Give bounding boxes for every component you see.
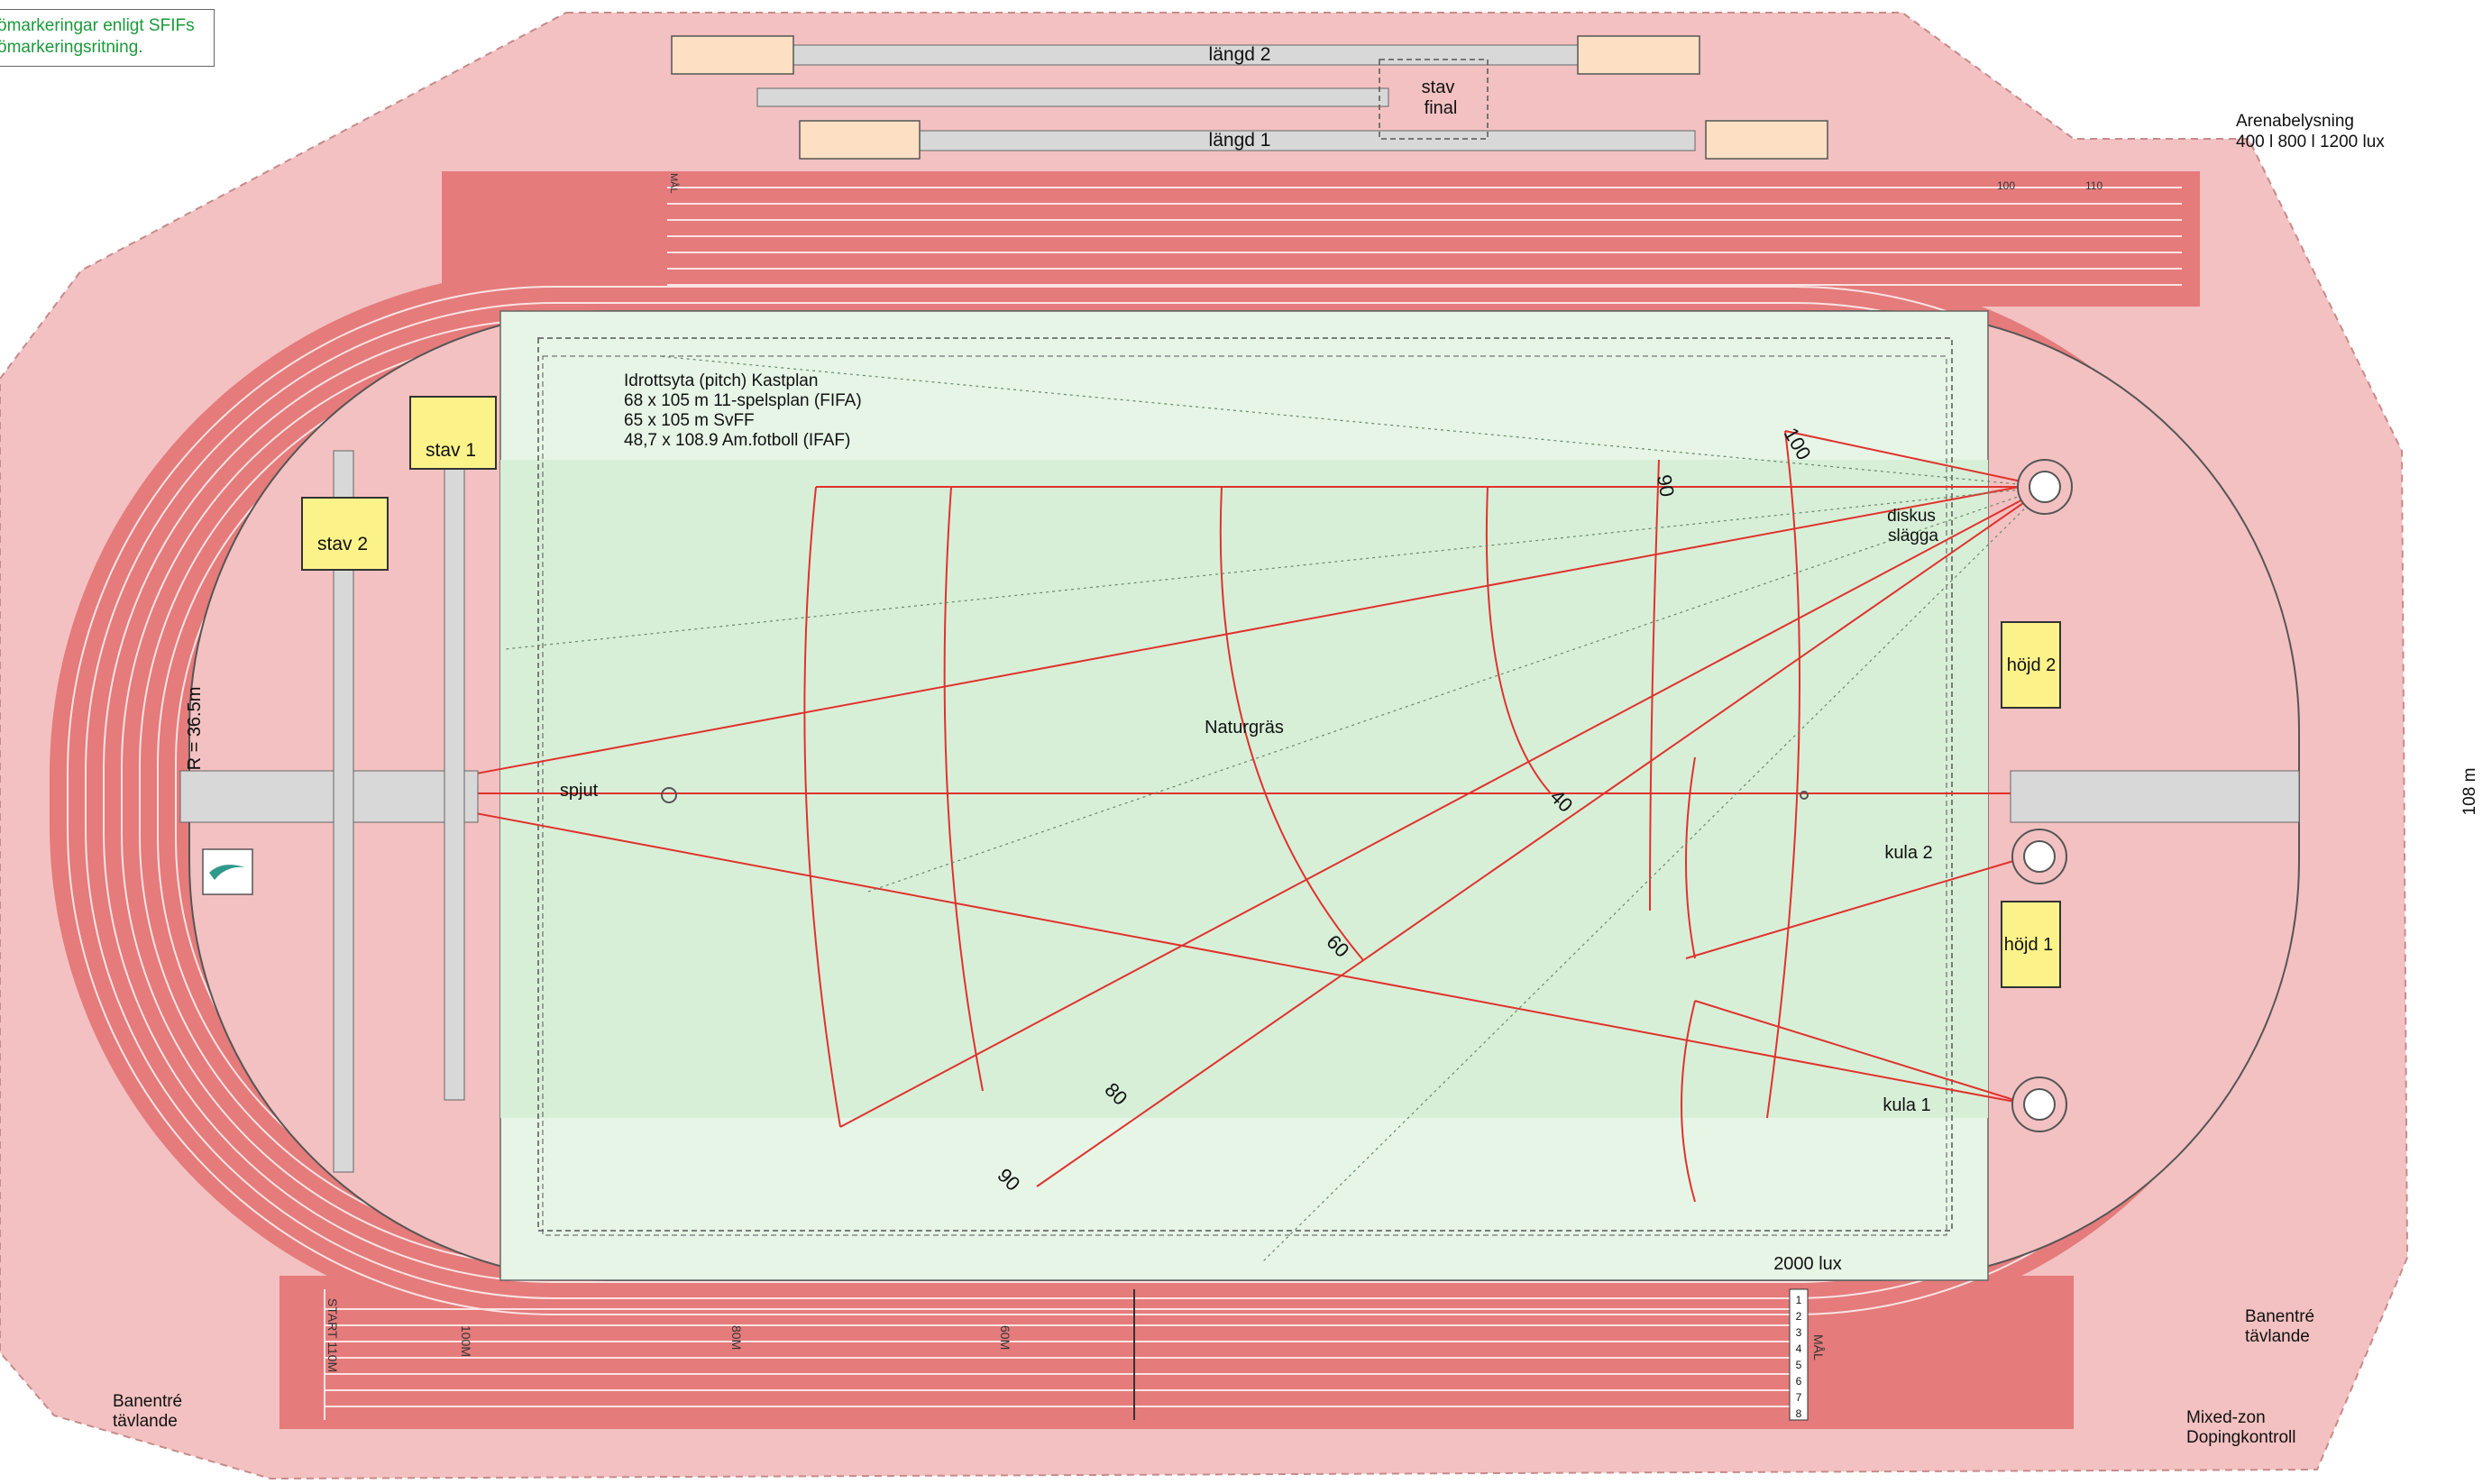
pitch-label-3: 65 x 105 m SvFF: [624, 411, 755, 430]
straight-lane-lines: [325, 187, 2182, 1407]
stav1-mat: [409, 396, 497, 470]
pitch-label-2: 68 x 105 m 11-spelsplan (FIFA): [624, 391, 862, 410]
lane-number-6: 6: [1796, 1375, 1802, 1388]
throwing-sectors: [369, 430, 2110, 1203]
lane-number-4: 4: [1796, 1342, 1802, 1355]
mal-label: MÅL: [1811, 1334, 1826, 1360]
mixed-zone-2: Dopingkontroll: [2186, 1428, 2295, 1447]
stav1-label: stav 1: [426, 440, 476, 461]
pitch-boundary-inner: [542, 355, 1947, 1236]
lane-number-8: 8: [1796, 1407, 1802, 1420]
pole-vault-runway-2: [333, 450, 354, 1173]
lane-number-5: 5: [1796, 1359, 1802, 1371]
langd2-label: längd 2: [1209, 44, 1271, 65]
throwing-circles: [661, 459, 2073, 1132]
slagga-label: slägga: [1888, 527, 1938, 545]
logo-swoosh-icon: [209, 865, 245, 880]
hojd1-label: höjd 1: [2004, 935, 2054, 955]
langd1-runway: [919, 130, 1696, 151]
hojd2-mat: [2001, 621, 2061, 709]
langd-aux-runway: [756, 87, 1389, 107]
naturgras-label: Naturgräs: [1205, 718, 1284, 737]
hojd1-mat: [2001, 901, 2061, 988]
langd2-pit-left: [671, 35, 794, 75]
pitch-label-4: 48,7 x 108.9 Am.fotboll (IFAF): [624, 431, 850, 450]
pitch-grass: [500, 460, 1988, 1118]
lane-number-7: 7: [1796, 1391, 1802, 1404]
hojd2-label: höjd 2: [2007, 655, 2057, 675]
stav-final-label-2: final: [1425, 98, 1458, 118]
javelin-runway: [179, 770, 479, 823]
langd1-pit-left: [799, 120, 921, 160]
pole-vault-runway-1: [444, 468, 465, 1101]
lane-number-column: [1789, 1288, 1809, 1421]
banentre-left-1: Banentré: [113, 1392, 182, 1411]
kula2-label: kula 2: [1884, 843, 1932, 863]
m80-label: 80M: [729, 1325, 744, 1350]
arena-lighting-label-1: Arenabelysning: [2236, 112, 2354, 131]
marking-note: ömarkeringar enligt SFIFs ömarkeringsrit…: [0, 9, 215, 67]
start110-label: START 110M: [325, 1298, 340, 1372]
banentre-left-2: tävlande: [113, 1412, 178, 1431]
langd2-pit-right: [1577, 35, 1700, 75]
stav2-mat: [301, 497, 389, 571]
diskus-label: diskus: [1887, 507, 1936, 526]
langd2-runway: [792, 44, 1579, 66]
lane-number-3: 3: [1796, 1326, 1802, 1339]
banentre-right-2: tävlande: [2245, 1327, 2310, 1346]
banentre-right-1: Banentré: [2245, 1307, 2314, 1326]
lux-label: 2000 lux: [1773, 1254, 1842, 1274]
mal-top-label: MÅL: [668, 173, 680, 194]
arena-lighting-label-2: 400 l 800 l 1200 lux: [2236, 133, 2385, 151]
width-label: 108 m: [2460, 768, 2479, 816]
pitch-boundary-outer: [537, 337, 1953, 1232]
stav-final-label-1: stav: [1422, 78, 1455, 97]
pitch-label-1: Idrottsyta (pitch) Kastplan: [624, 371, 818, 390]
top100-label: 100: [1997, 179, 2015, 192]
lane-number-2: 2: [1796, 1310, 1802, 1323]
kula1-label: kula 1: [1883, 1095, 1930, 1115]
sector-label-90-top: 90: [1653, 473, 1679, 499]
lane-number-1: 1: [1796, 1294, 1802, 1306]
marking-note-line1: ömarkeringar enligt SFIFs: [0, 16, 195, 35]
marking-note-line2: ömarkeringsritning.: [0, 38, 143, 57]
m60-label: 60M: [998, 1325, 1012, 1350]
mixed-zone-1: Mixed-zon: [2186, 1408, 2266, 1427]
lane-numbers: 1 2 3 4 5 6 7 8: [1796, 1294, 1802, 1420]
m100-label: 100M: [459, 1325, 473, 1357]
stav-final-area: [1379, 59, 1489, 140]
top110-label: 110: [2085, 179, 2103, 192]
radius-label: R = 36.5m: [185, 687, 205, 771]
langd1-label: längd 1: [1209, 130, 1271, 151]
sector-guides: [504, 355, 2048, 1263]
runway-right: [2010, 770, 2300, 823]
stav2-label: stav 2: [317, 534, 368, 554]
langd1-pit-right: [1705, 120, 1828, 160]
spjut-label: spjut: [560, 781, 599, 801]
